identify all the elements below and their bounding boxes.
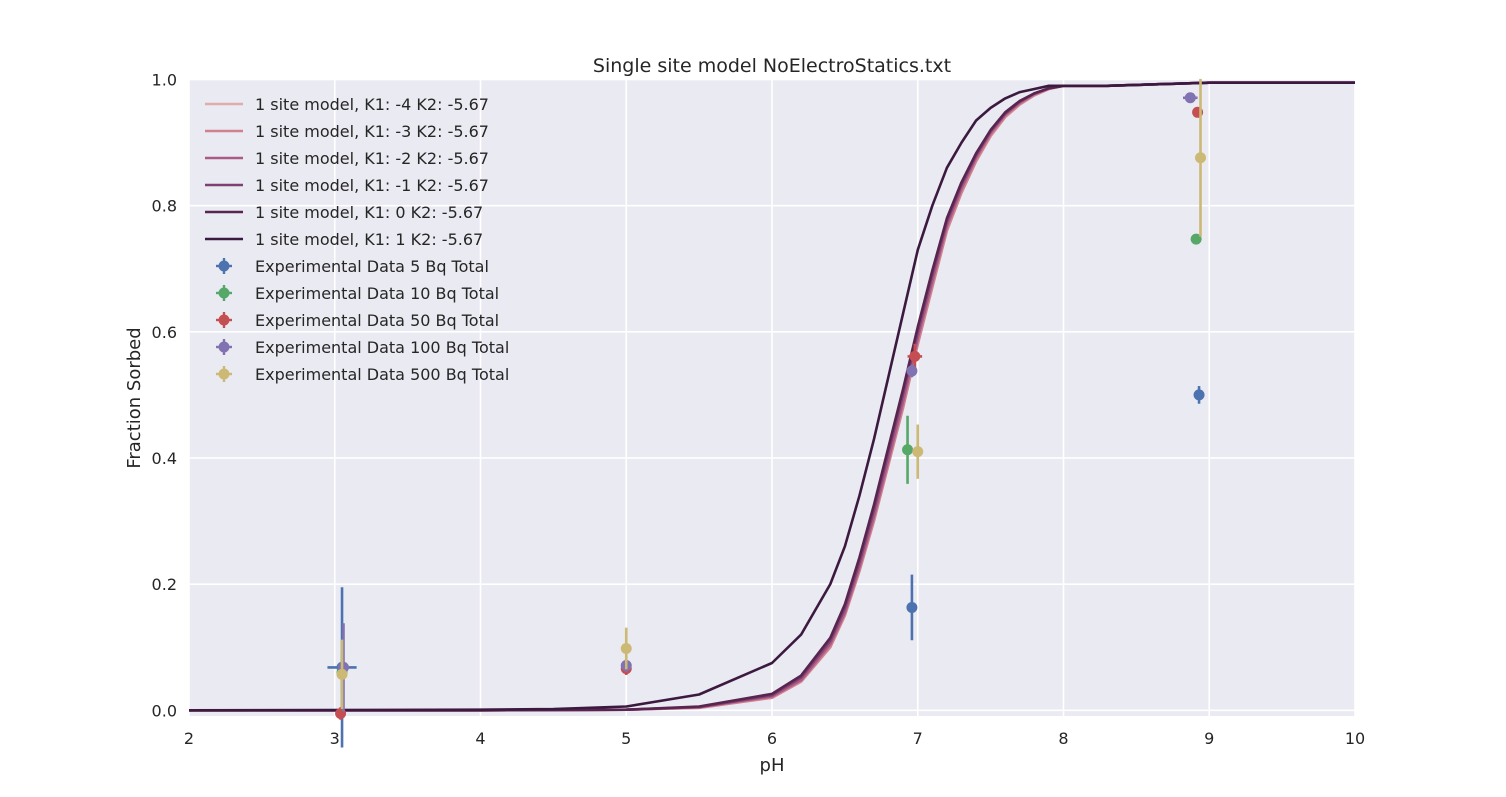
legend-label: Experimental Data 500 Bq Total [255,365,509,384]
data-point [909,350,921,362]
legend-marker [218,314,230,326]
x-tick-label: 6 [767,729,777,748]
data-point [620,642,632,654]
legend-marker [218,287,230,299]
x-tick-label: 10 [1345,729,1365,748]
legend-label: 1 site model, K1: -3 K2: -5.67 [255,122,489,141]
data-point [906,365,918,377]
chart-title: Single site model NoElectroStatics.txt [593,55,951,77]
x-axis-label: pH [760,755,785,776]
legend-label: 1 site model, K1: 0 K2: -5.67 [255,203,483,222]
legend: 1 site model, K1: -4 K2: -5.67 1 site mod… [205,95,509,384]
y-tick-label: 0.0 [152,701,177,720]
x-tick-label: 2 [184,729,194,748]
legend-label: 1 site model, K1: 1 K2: -5.67 [255,230,483,249]
x-tick-labels: 2 3 4 5 6 7 8 9 10 [184,729,1365,748]
data-point [1193,389,1205,401]
data-point [902,444,914,456]
x-tick-label: 3 [330,729,340,748]
experimental-points [327,78,1207,748]
x-tick-label: 5 [621,729,631,748]
y-tick-label: 0.8 [152,197,177,216]
y-axis-label: Fraction Sorbed [124,327,145,468]
legend-marker [218,368,230,380]
model-line [188,81,1355,712]
y-tick-label: 0.2 [152,575,177,594]
data-point [336,668,348,680]
y-tick-label: 0.4 [152,449,177,468]
legend-label: Experimental Data 50 Bq Total [255,311,499,330]
legend-label: 1 site model, K1: -1 K2: -5.67 [255,176,489,195]
legend-marker [218,260,230,272]
x-tick-label: 7 [913,729,923,748]
data-point [912,446,924,458]
data-point [1190,233,1202,245]
legend-marker [218,341,230,353]
x-tick-label: 4 [475,729,485,748]
legend-label: Experimental Data 100 Bq Total [255,338,509,357]
model-lines [188,81,1355,712]
y-tick-labels: 0.0 0.2 0.4 0.6 0.8 1.0 [152,71,177,721]
data-point [1195,152,1207,164]
data-point [1184,92,1196,104]
grid [188,78,1356,716]
legend-label: 1 site model, K1: -2 K2: -5.67 [255,149,489,168]
legend-label: Experimental Data 10 Bq Total [255,284,499,303]
y-tick-label: 0.6 [152,323,177,342]
legend-label: 1 site model, K1: -4 K2: -5.67 [255,95,489,114]
data-point [906,601,918,613]
y-tick-label: 1.0 [152,71,177,90]
x-tick-label: 8 [1058,729,1068,748]
legend-label: Experimental Data 5 Bq Total [255,257,489,276]
x-tick-label: 9 [1204,729,1214,748]
